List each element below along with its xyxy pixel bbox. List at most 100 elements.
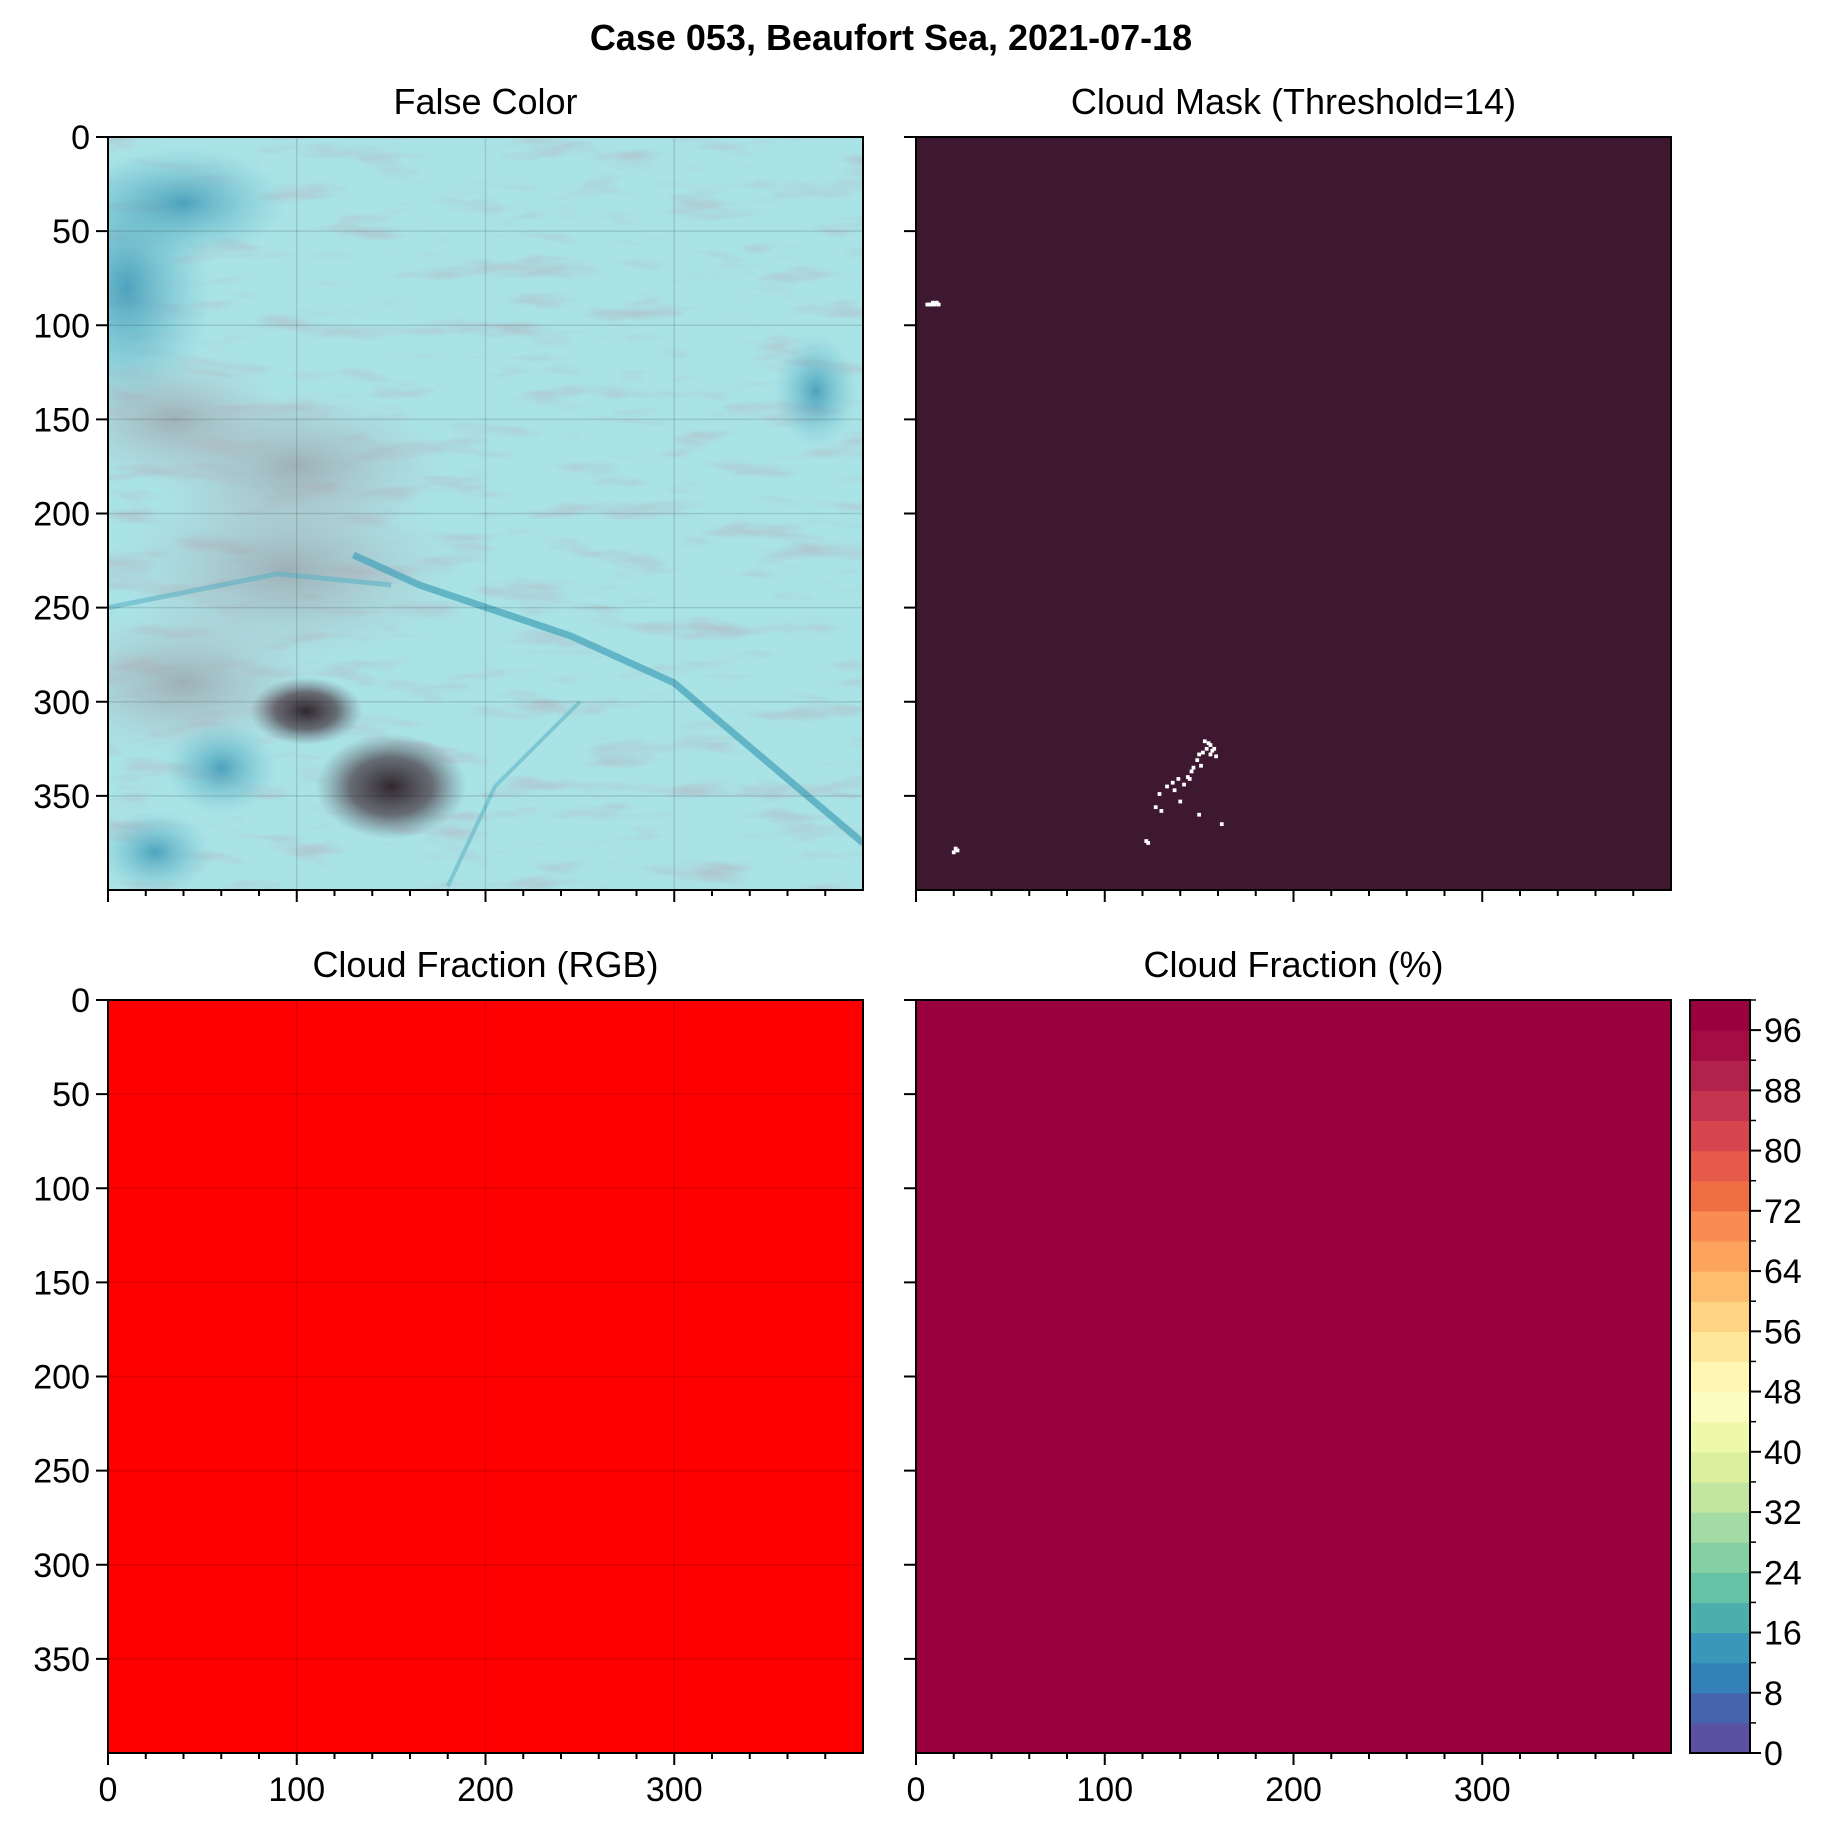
y-tick-label: 350 bbox=[33, 1641, 90, 1679]
x-tick-label: 300 bbox=[1454, 1771, 1511, 1809]
colorbar-tick-label: 48 bbox=[1764, 1374, 1802, 1412]
open-water-patch bbox=[164, 720, 278, 815]
mask-pixel bbox=[936, 302, 941, 307]
colorbar-segment bbox=[1690, 1451, 1750, 1483]
x-tick-label: 100 bbox=[1076, 1771, 1133, 1809]
mask-pixel bbox=[1159, 809, 1164, 813]
colorbar-tick-label: 32 bbox=[1764, 1494, 1802, 1532]
colorbar-segment bbox=[1690, 1301, 1750, 1332]
x-tick-label: 100 bbox=[268, 1771, 325, 1809]
colorbar-segment bbox=[1690, 1331, 1750, 1363]
fraction-image bbox=[916, 1000, 1671, 1753]
figure-suptitle: Case 053, Beaufort Sea, 2021-07-18 bbox=[590, 17, 1192, 58]
panel-title: Cloud Mask (Threshold=14) bbox=[1071, 81, 1516, 122]
cloud-shadow-patch bbox=[145, 391, 448, 542]
x-tick-label: 0 bbox=[99, 1771, 118, 1809]
colorbar-segment bbox=[1690, 1361, 1750, 1393]
colorbar-segment bbox=[1690, 1150, 1750, 1182]
y-tick-label: 250 bbox=[33, 590, 90, 628]
mask-pixel bbox=[1176, 777, 1181, 781]
colorbar-segment bbox=[1690, 1512, 1750, 1543]
colorbar-segment bbox=[1690, 1120, 1750, 1152]
colorbar-tick-label: 0 bbox=[1764, 1735, 1783, 1773]
mask-pixel bbox=[1204, 746, 1209, 751]
mask-pixel bbox=[1170, 780, 1175, 785]
mask-pixel bbox=[1201, 750, 1205, 755]
y-tick-label: 50 bbox=[52, 213, 90, 251]
y-tick-label: 150 bbox=[33, 1264, 90, 1302]
mask-pixel bbox=[1212, 746, 1217, 751]
colorbar-segment bbox=[1690, 1602, 1750, 1634]
colorbar-segment bbox=[1690, 1632, 1750, 1664]
colorbar-segment bbox=[1690, 1240, 1750, 1272]
mask-pixel bbox=[1191, 765, 1196, 770]
mask-pixel bbox=[951, 850, 956, 855]
panel-title: False Color bbox=[393, 81, 577, 122]
mask-pixel bbox=[1208, 752, 1213, 757]
rgb-fraction-image bbox=[108, 1000, 863, 1753]
mask-pixel bbox=[1189, 769, 1194, 774]
y-tick-label: 300 bbox=[33, 1547, 90, 1585]
mask-pixel bbox=[1214, 754, 1218, 759]
mask-pixel bbox=[1157, 792, 1162, 796]
mask-pixel bbox=[955, 848, 960, 853]
panel-cloud-mask: Cloud Mask (Threshold=14) bbox=[904, 81, 1672, 902]
colorbar-segment bbox=[1690, 1692, 1750, 1724]
colorbar-segment bbox=[1690, 1542, 1750, 1573]
open-water-patch bbox=[774, 334, 858, 448]
mask-pixel bbox=[1172, 788, 1177, 793]
colorbar-segment bbox=[1690, 1210, 1750, 1242]
panels: False Color 0 50 100 150 200 250 300 350 Cloud Ma… bbox=[33, 81, 1802, 1809]
colorbar-tick-label: 72 bbox=[1764, 1193, 1802, 1231]
mask-pixel bbox=[1165, 784, 1169, 789]
colorbar-segment bbox=[1690, 1391, 1750, 1423]
colorbar: 0 8 16 24 32 40 48 56 64 72 80 88 96 bbox=[1689, 999, 1802, 1773]
mask-pixel bbox=[1202, 739, 1207, 744]
colorbar-tick-label: 64 bbox=[1764, 1253, 1802, 1291]
panel-title: Cloud Fraction (RGB) bbox=[312, 944, 658, 985]
colorbar-tick-label: 40 bbox=[1764, 1434, 1802, 1472]
colorbar-segment bbox=[1690, 1662, 1750, 1694]
y-tick-label: 350 bbox=[33, 778, 90, 816]
open-water-patch bbox=[108, 810, 212, 890]
colorbar-frame bbox=[1689, 999, 1751, 1754]
colorbar-segment bbox=[1690, 1180, 1750, 1212]
colorbar-tick-label: 88 bbox=[1764, 1072, 1802, 1110]
mask-pixel bbox=[1187, 777, 1192, 781]
colorbar-segment bbox=[1690, 1060, 1750, 1091]
panel-cloud-fraction-rgb: Cloud Fraction (RGB) 0 100 200 300 0 50 100 150 2… bbox=[33, 944, 864, 1809]
ice-lead bbox=[351, 551, 863, 846]
x-tick-label: 0 bbox=[907, 1771, 926, 1809]
open-water-patch bbox=[108, 146, 288, 260]
panel-false-color: False Color 0 50 100 150 200 250 300 350 bbox=[33, 81, 864, 902]
mask-pixel bbox=[1146, 841, 1151, 845]
colorbar-tick-label: 24 bbox=[1764, 1554, 1802, 1592]
panel-cloud-fraction-percent: Cloud Fraction (%) 0 100 200 300 bbox=[904, 944, 1672, 1809]
mask-pixel bbox=[1178, 799, 1183, 804]
colorbar-segment bbox=[1690, 1030, 1750, 1061]
y-tick-label: 200 bbox=[33, 1359, 90, 1397]
mask-background bbox=[916, 137, 1671, 890]
y-tick-label: 0 bbox=[71, 982, 90, 1020]
colorbar-tick-label: 8 bbox=[1764, 1675, 1783, 1713]
colorbar-segment bbox=[1690, 1271, 1750, 1302]
mask-pixel bbox=[1219, 822, 1224, 826]
mask-pixel bbox=[1182, 782, 1186, 787]
panel-title: Cloud Fraction (%) bbox=[1143, 944, 1443, 985]
y-tick-label: 0 bbox=[71, 119, 90, 157]
colorbar-segment bbox=[1690, 1481, 1750, 1513]
mask-pixel bbox=[1195, 758, 1200, 762]
colorbar-segment bbox=[1690, 1572, 1750, 1603]
x-tick-label: 200 bbox=[457, 1771, 514, 1809]
mask-pixel bbox=[1199, 763, 1203, 768]
colorbar-segment bbox=[1690, 1722, 1750, 1754]
x-tick-label: 300 bbox=[646, 1771, 703, 1809]
x-tick-label: 200 bbox=[1265, 1771, 1322, 1809]
y-tick-label: 50 bbox=[52, 1076, 90, 1114]
colorbar-tick-label: 16 bbox=[1764, 1615, 1802, 1653]
colorbar-segment bbox=[1690, 1090, 1750, 1122]
mask-pixel bbox=[1153, 805, 1158, 810]
mask-pixel bbox=[1208, 743, 1213, 747]
y-tick-label: 100 bbox=[33, 1170, 90, 1208]
